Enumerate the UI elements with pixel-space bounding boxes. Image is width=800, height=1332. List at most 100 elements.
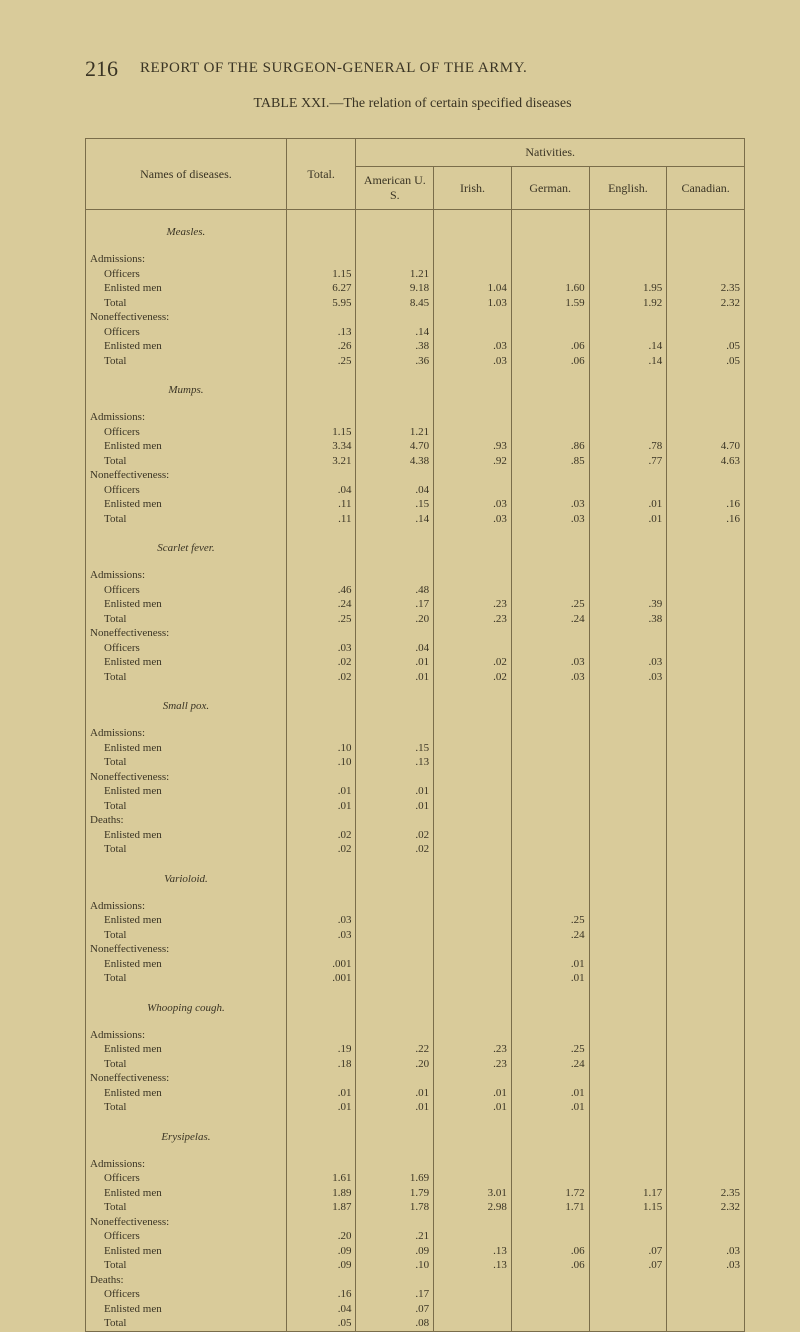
data-row: Enlisted men1.891.793.011.721.172.35 <box>86 1186 745 1201</box>
empty-cell <box>667 1028 745 1043</box>
cell-total: .04 <box>286 483 356 498</box>
empty-cell <box>286 252 356 267</box>
cell-american: .01 <box>356 1086 434 1101</box>
cell-irish <box>434 1302 512 1317</box>
disease-name: Erysipelas. <box>86 1123 287 1149</box>
cell-total: .09 <box>286 1244 356 1259</box>
empty-cell <box>589 1215 667 1230</box>
spacer-cell <box>286 560 356 568</box>
cell-canadian <box>667 597 745 612</box>
cell-irish <box>434 641 512 656</box>
row-label: Officers <box>86 483 287 498</box>
empty-cell <box>356 1028 434 1043</box>
spacer-cell <box>589 986 667 994</box>
cell-german: .25 <box>511 597 589 612</box>
cell-english <box>589 267 667 282</box>
spacer-cell <box>511 857 589 865</box>
section-row: Admissions: <box>86 252 745 267</box>
cell-english: .01 <box>589 512 667 527</box>
cell-canadian: 4.63 <box>667 454 745 469</box>
cell-english <box>589 799 667 814</box>
empty-cell <box>434 942 512 957</box>
row-label: Enlisted men <box>86 597 287 612</box>
empty-cell <box>356 994 434 1020</box>
cell-english <box>589 971 667 986</box>
disease-name: Mumps. <box>86 376 287 402</box>
spacer-cell <box>434 986 512 994</box>
cell-canadian <box>667 1287 745 1302</box>
data-row: Total.01.01.01.01 <box>86 1100 745 1115</box>
spacer-cell <box>667 857 745 865</box>
cell-american: .14 <box>356 325 434 340</box>
empty-cell <box>589 376 667 402</box>
cell-total: .01 <box>286 799 356 814</box>
cell-total: .10 <box>286 755 356 770</box>
cell-english <box>589 583 667 598</box>
cell-canadian <box>667 928 745 943</box>
empty-cell <box>356 468 434 483</box>
section-title: Noneffectiveness: <box>86 310 287 325</box>
spacer-cell <box>356 1149 434 1157</box>
cell-total: .10 <box>286 741 356 756</box>
spacer-cell <box>589 1020 667 1028</box>
cell-canadian <box>667 483 745 498</box>
cell-total: .01 <box>286 1100 356 1115</box>
cell-american: .36 <box>356 354 434 369</box>
cell-irish: .93 <box>434 439 512 454</box>
cell-english <box>589 1302 667 1317</box>
spacer-cell <box>511 526 589 534</box>
row-label: Enlisted men <box>86 497 287 512</box>
spacer-cell <box>589 1149 667 1157</box>
cell-irish: .02 <box>434 670 512 685</box>
cell-american: .10 <box>356 1258 434 1273</box>
row-label: Total <box>86 1200 287 1215</box>
cell-irish: .13 <box>434 1258 512 1273</box>
row-label: Officers <box>86 425 287 440</box>
data-row: Officers.46.48 <box>86 583 745 598</box>
empty-cell <box>589 994 667 1020</box>
row-label: Enlisted men <box>86 439 287 454</box>
cell-american: 8.45 <box>356 296 434 311</box>
cell-total: .18 <box>286 1057 356 1072</box>
empty-cell <box>434 534 512 560</box>
cell-irish <box>434 425 512 440</box>
empty-cell <box>434 1215 512 1230</box>
empty-cell <box>434 310 512 325</box>
section-title: Noneffectiveness: <box>86 1215 287 1230</box>
cell-irish <box>434 957 512 972</box>
cell-american: 1.78 <box>356 1200 434 1215</box>
data-row: Enlisted men.02.01.02.03.03 <box>86 655 745 670</box>
empty-cell <box>667 726 745 741</box>
cell-canadian: 2.35 <box>667 1186 745 1201</box>
row-label: Total <box>86 670 287 685</box>
cell-english <box>589 641 667 656</box>
cell-american: 4.38 <box>356 454 434 469</box>
empty-cell <box>667 218 745 244</box>
cell-english <box>589 1057 667 1072</box>
spacer-cell <box>589 526 667 534</box>
empty-cell <box>286 626 356 641</box>
empty-cell <box>667 626 745 641</box>
cell-american: 9.18 <box>356 281 434 296</box>
empty-cell <box>589 568 667 583</box>
empty-cell <box>286 1028 356 1043</box>
row-label: Total <box>86 1100 287 1115</box>
spacer-cell <box>356 718 434 726</box>
cell-total: 6.27 <box>286 281 356 296</box>
cell-irish <box>434 1229 512 1244</box>
disease-row: Varioloid. <box>86 865 745 891</box>
spacer-cell <box>667 368 745 376</box>
spacer-cell <box>434 560 512 568</box>
spacer-cell <box>434 1115 512 1123</box>
empty-cell <box>589 692 667 718</box>
col-english: English. <box>589 167 667 210</box>
cell-irish <box>434 1316 512 1331</box>
disease-row: Mumps. <box>86 376 745 402</box>
cell-canadian <box>667 842 745 857</box>
cell-american: 1.79 <box>356 1186 434 1201</box>
cell-irish <box>434 1287 512 1302</box>
spacer-cell <box>434 210 512 219</box>
section-row: Noneffectiveness: <box>86 942 745 957</box>
empty-cell <box>356 1071 434 1086</box>
empty-cell <box>434 813 512 828</box>
